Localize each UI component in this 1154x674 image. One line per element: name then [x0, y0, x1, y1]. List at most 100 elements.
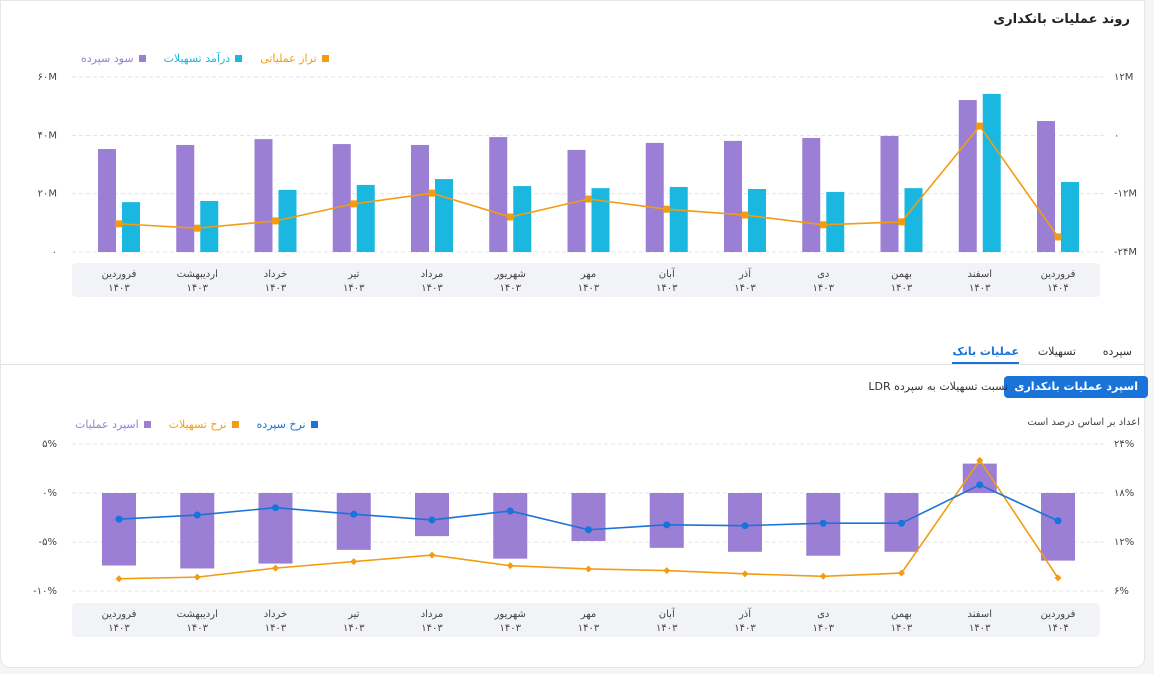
x-tick-label: ۱۴۰۴ [1047, 623, 1068, 634]
legend-swatch [235, 55, 243, 62]
x-tick-label: ۱۴۰۳ [187, 623, 209, 634]
button[interactable]: نسبت تسهیلات به سپرده LDR [868, 380, 1008, 393]
marker [115, 515, 123, 523]
marker [976, 122, 984, 130]
x-tick-label: ۱۴۰۳ [108, 283, 130, 294]
bar [180, 493, 215, 569]
y2-tick-label: ۱۲% [1114, 537, 1134, 548]
x-tick-label: مهر [580, 609, 596, 620]
marker [115, 220, 123, 228]
x-tick-label: فروردین [102, 609, 137, 620]
bar [982, 93, 1001, 253]
bar [415, 493, 449, 537]
x-tick-label: اردیبهشت [177, 609, 218, 620]
legend-swatch [321, 55, 329, 62]
bar [748, 189, 766, 252]
marker [272, 564, 279, 572]
marker [585, 565, 592, 573]
bar [122, 202, 140, 252]
marker [193, 224, 201, 232]
marker [741, 570, 749, 578]
x-tick-label: ۱۴۰۳ [969, 283, 991, 294]
marker [350, 510, 358, 518]
x-tick-label: مهر [580, 269, 596, 280]
bar [98, 149, 116, 252]
separator [1, 364, 1144, 365]
bar [102, 493, 136, 566]
legend-label: نرخ تسهیلات [168, 418, 227, 431]
marker [350, 558, 358, 566]
y2-tick-label: -۲۴M [1114, 247, 1137, 258]
note: اعداد بر اساس درصد است [1027, 417, 1140, 428]
x-tick-label: اردیبهشت [177, 269, 218, 280]
marker [1054, 233, 1062, 241]
legend-item: تراز عملیاتی [260, 52, 329, 65]
legend-swatch [138, 55, 146, 62]
y2-tick-label: ۲۴% [1114, 439, 1134, 450]
marker [272, 504, 279, 512]
tab-active[interactable]: عملیات بانک [952, 345, 1019, 364]
marker [741, 211, 749, 219]
x-tick-label: ۱۴۰۳ [265, 623, 287, 634]
y-tick-label: ۰ [52, 247, 57, 258]
marker [976, 481, 984, 489]
marker [663, 205, 671, 213]
bar [571, 493, 606, 542]
x-tick-label: ۱۴۰۳ [891, 623, 913, 634]
bar [254, 139, 273, 252]
legend: سود سپرده درآمد تسهیلات تراز عملیاتی [81, 52, 329, 65]
bar [489, 137, 508, 252]
marker [741, 522, 749, 530]
x-tick-label: ۱۴۰۳ [734, 283, 756, 294]
x-tick-label: مرداد [421, 609, 444, 620]
marker [1054, 517, 1062, 525]
x-tick-label: اسفند [968, 609, 992, 620]
legend-item: نرخ تسهیلات [169, 418, 239, 431]
bar [669, 186, 688, 252]
bar [826, 191, 845, 252]
bar [278, 189, 297, 252]
y-tick-label: ۶۰M [38, 72, 57, 83]
legend: اسپرد عملیات نرخ تسهیلات نرخ سپرده [75, 418, 318, 431]
legend-item: سود سپرده [81, 52, 146, 65]
y2-tick-label: ۱۸% [1114, 488, 1134, 499]
marker [1054, 574, 1062, 582]
x-tick-label: بهمن [891, 269, 912, 280]
x-tick-label: ۱۴۰۳ [813, 623, 835, 634]
legend-swatch [231, 421, 239, 428]
legend-swatch [310, 421, 318, 428]
bar [649, 493, 684, 548]
marker [428, 189, 436, 197]
bar [513, 186, 532, 252]
legend-label: تراز عملیاتی [260, 52, 317, 65]
marker [506, 213, 514, 221]
bar [258, 493, 293, 564]
button-active[interactable]: اسپرد عملیات بانکداری [1004, 376, 1148, 398]
legend-label: اسپرد عملیات [75, 418, 139, 431]
x-tick-label: ۱۴۰۳ [265, 283, 287, 294]
x-tick-label: ۱۴۰۳ [187, 283, 209, 294]
legend-label: درآمد تسهیلات [163, 52, 231, 65]
y-tick-label: ۲۰M [38, 189, 57, 200]
marker [976, 456, 984, 464]
x-tick-label: آذر [738, 267, 752, 280]
bar [336, 493, 371, 550]
x-tick-label: آذر [738, 607, 752, 620]
y2-tick-label: -۱۲M [1114, 189, 1137, 200]
marker [898, 519, 905, 527]
bar [802, 137, 821, 252]
bar [904, 188, 923, 252]
tab[interactable]: سپرده [1102, 345, 1132, 358]
tab[interactable]: تسهیلات [1037, 345, 1076, 358]
marker [898, 569, 905, 577]
x-tick-label: دی [817, 269, 829, 280]
legend-item: درآمد تسهیلات [164, 52, 243, 65]
x-tick-label: فروردین [1041, 269, 1076, 280]
bar [591, 188, 610, 252]
y-tick-label: ۴۰M [38, 130, 57, 141]
marker [663, 567, 671, 575]
marker [193, 573, 201, 581]
bar [645, 142, 664, 252]
x-tick-label: ۱۴۰۳ [734, 623, 756, 634]
